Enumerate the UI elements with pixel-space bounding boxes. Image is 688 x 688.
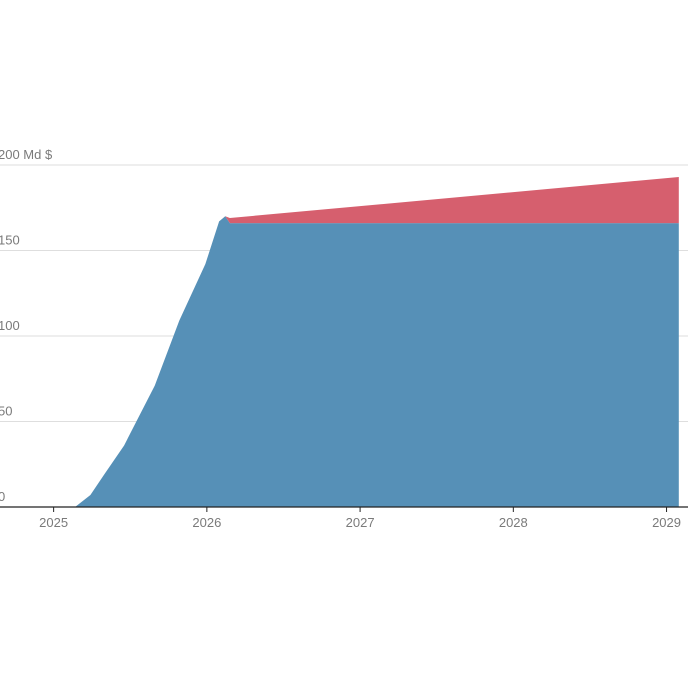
x-tick-label: 2028	[499, 515, 528, 530]
x-tick-label: 2029	[652, 515, 681, 530]
area	[0, 216, 679, 508]
y-tick-label: 100	[0, 318, 20, 333]
x-tick-label: 2025	[39, 515, 68, 530]
area	[0, 176, 679, 507]
y-tick-label: 200 Md $	[0, 147, 53, 162]
x-tick-label: 2027	[346, 515, 375, 530]
x-tick-label: 2026	[192, 515, 221, 530]
y-tick-label: 150	[0, 233, 20, 248]
y-tick-label: 0	[0, 489, 5, 504]
y-tick-label: 50	[0, 404, 12, 419]
